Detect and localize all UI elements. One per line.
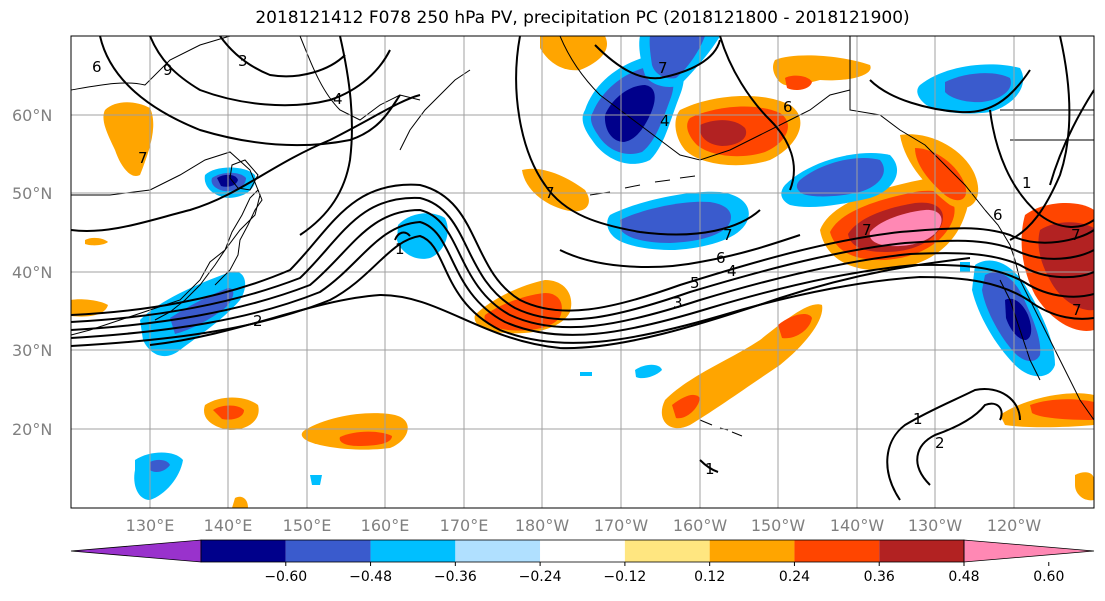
- contour-label: 7: [658, 59, 668, 77]
- colorbar-extend-low: [70, 539, 202, 563]
- colorbar-box: [709, 540, 795, 562]
- lat-label: 60°N: [12, 106, 52, 125]
- contour-label: 9: [163, 61, 173, 79]
- lat-label: 50°N: [12, 184, 52, 203]
- map-title: 2018121412 F078 250 hPa PV, precipitatio…: [255, 8, 910, 28]
- lon-label: 140°W: [830, 516, 885, 535]
- colorbar-box: [794, 540, 880, 562]
- contour-label: 4: [333, 90, 343, 108]
- colorbar-box: [879, 540, 964, 562]
- latitude-labels: 60°N 50°N 40°N 30°N 20°N: [12, 106, 52, 439]
- longitude-labels: 130°E 140°E 150°E 160°E 170°E 180°W 170°…: [126, 516, 1042, 535]
- contour-label: 6: [993, 206, 1003, 224]
- contour-label: 2: [935, 434, 945, 452]
- map-content: 6 9 3 4 7 7 1 4 7 7 1 2 7 6 3 5 4 6 7 1 …: [71, 36, 1094, 508]
- lon-label: 160°W: [673, 516, 728, 535]
- contour-label: 7: [138, 149, 148, 167]
- pv-contours: [71, 36, 1094, 501]
- lat-label: 40°N: [12, 263, 52, 282]
- lon-label: 150°E: [283, 516, 332, 535]
- lon-label: 170°E: [440, 516, 489, 535]
- contour-label: 1: [395, 240, 405, 258]
- contour-label: 7: [1071, 226, 1081, 244]
- contour-label: 1: [913, 410, 923, 428]
- colorbar-tick-label: −0.48: [349, 569, 392, 585]
- pv-contour-labels: 6 9 3 4 7 7 1 4 7 7 1 2 7 6 3 5 4 6 7 1 …: [92, 52, 1082, 478]
- lon-label: 130°E: [126, 516, 175, 535]
- contour-label: 5: [690, 274, 700, 292]
- contour-label: 3: [673, 294, 683, 312]
- lat-label: 20°N: [12, 420, 52, 439]
- contour-label: 6: [92, 58, 102, 76]
- lon-label: 130°W: [908, 516, 963, 535]
- lon-label: 180°W: [515, 516, 570, 535]
- contour-label: 1: [1022, 174, 1032, 192]
- colorbar-tick-label: 0.12: [694, 569, 725, 585]
- colorbar-tick-label: 0.60: [1033, 569, 1064, 585]
- contour-label: 6: [716, 249, 726, 267]
- colorbar-tick-label: 0.48: [948, 569, 979, 585]
- colorbar-box: [285, 540, 371, 562]
- contour-label: 3: [238, 52, 248, 70]
- colorbar-box: [201, 540, 286, 562]
- colorbar: −0.60 −0.48 −0.36 −0.24 −0.12 0.12 0.24 0.36 0.4…: [70, 539, 1095, 585]
- lon-label: 150°W: [751, 516, 806, 535]
- colorbar-tick-label: −0.12: [603, 569, 646, 585]
- colorbar-tick-label: 0.36: [864, 569, 895, 585]
- lon-label: 140°E: [204, 516, 253, 535]
- contour-label: 1: [705, 460, 715, 478]
- colorbar-box: [540, 540, 625, 562]
- colorbar-tick-label: −0.24: [519, 569, 562, 585]
- gridlines: [71, 36, 1094, 508]
- colorbar-box: [370, 540, 456, 562]
- colorbar-extend-high: [963, 539, 1095, 563]
- colorbar-tick-label: 0.24: [779, 569, 810, 585]
- lon-label: 120°W: [987, 516, 1042, 535]
- contour-label: 7: [545, 184, 555, 202]
- colorbar-tick-label: −0.36: [434, 569, 477, 585]
- colorbar-box: [624, 540, 710, 562]
- map-border: [70, 35, 1095, 509]
- colorbar-box: [455, 540, 541, 562]
- colorbar-tick-label: −0.60: [264, 569, 307, 585]
- contour-label: 2: [253, 312, 263, 330]
- lon-label: 170°W: [594, 516, 649, 535]
- colorbar-outline: [200, 539, 965, 563]
- lon-label: 160°E: [361, 516, 410, 535]
- lat-label: 30°N: [12, 341, 52, 360]
- contour-label: 6: [783, 98, 793, 116]
- contour-label: 7: [723, 226, 733, 244]
- contour-label: 7: [1072, 301, 1082, 319]
- contour-label: 4: [660, 112, 670, 130]
- contour-label: 7: [862, 221, 872, 239]
- contour-label: 4: [727, 262, 737, 280]
